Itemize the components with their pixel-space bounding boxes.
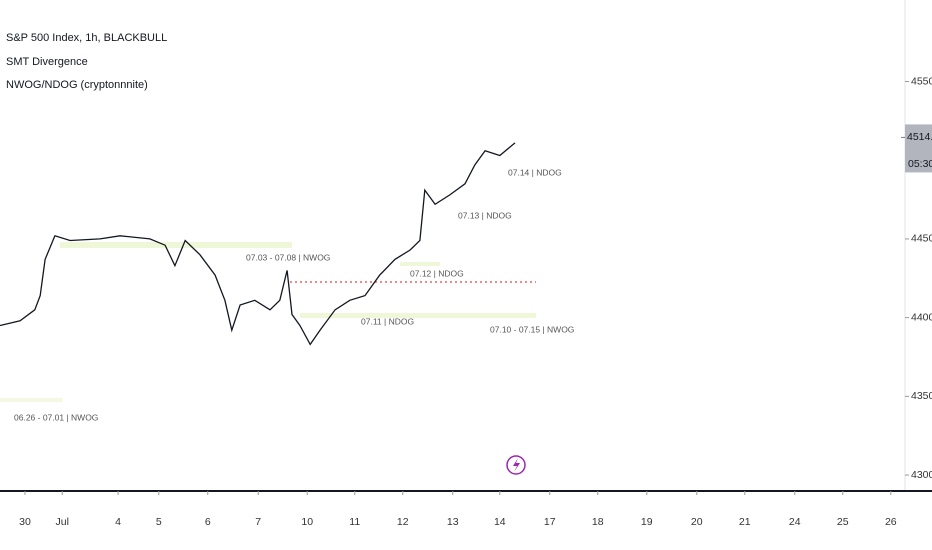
- gap-band: [400, 262, 440, 266]
- y-tick-label: 4450.00: [911, 233, 932, 245]
- gap-label: 06.26 - 07.01 | NWOG: [14, 412, 98, 422]
- event-icon[interactable]: [506, 455, 526, 475]
- x-tick-label: 17: [544, 516, 556, 528]
- y-tick-label: 4300.00: [911, 469, 932, 481]
- indicator-label: SMT Divergence: [6, 56, 88, 68]
- countdown-label: 05:30: [908, 158, 932, 170]
- indicator-label: NWOG/NDOG (cryptonnnite): [6, 79, 148, 91]
- x-tick-label: 13: [447, 516, 459, 528]
- x-tick-label: 19: [641, 516, 653, 528]
- gap-band: [0, 398, 62, 402]
- gap-label: 07.14 | NDOG: [508, 167, 562, 177]
- last-price-box: [905, 124, 932, 173]
- last-price-label: 4514.50: [907, 131, 932, 143]
- gap-label: 07.12 | NDOG: [410, 268, 464, 278]
- x-tick-label: 24: [789, 516, 801, 528]
- x-tick-label: 30: [19, 516, 31, 528]
- price-line: [0, 142, 516, 346]
- x-tick-label: 4: [115, 516, 121, 528]
- x-tick-label: 21: [739, 516, 751, 528]
- y-tick-label: 4350.00: [911, 390, 932, 402]
- y-tick-label: 4550.00: [911, 75, 932, 87]
- x-tick-label: 12: [397, 516, 409, 528]
- x-tick-label: 14: [494, 516, 506, 528]
- x-tick-label: 6: [205, 516, 211, 528]
- x-tick-label: Jul: [56, 516, 69, 528]
- gap-label: 07.10 - 07.15 | NWOG: [490, 324, 574, 334]
- x-tick-label: 5: [156, 516, 162, 528]
- gap-band: [60, 242, 292, 248]
- x-tick-label: 20: [691, 516, 703, 528]
- event-icon-bolt: [513, 458, 520, 472]
- x-tick-label: 25: [837, 516, 849, 528]
- y-tick-label: 4400.00: [911, 311, 932, 323]
- x-tick-label: 11: [349, 516, 360, 528]
- gap-label: 07.11 | NDOG: [361, 316, 414, 326]
- gap-band: [300, 313, 536, 318]
- chart-title: S&P 500 Index, 1h, BLACKBULL: [6, 32, 167, 44]
- x-tick-label: 26: [885, 516, 897, 528]
- gap-label: 07.13 | NDOG: [458, 210, 512, 220]
- x-tick-label: 7: [255, 516, 261, 528]
- x-tick-label: 10: [301, 516, 313, 528]
- gap-label: 07.03 - 07.08 | NWOG: [246, 252, 330, 262]
- x-tick-label: 18: [592, 516, 604, 528]
